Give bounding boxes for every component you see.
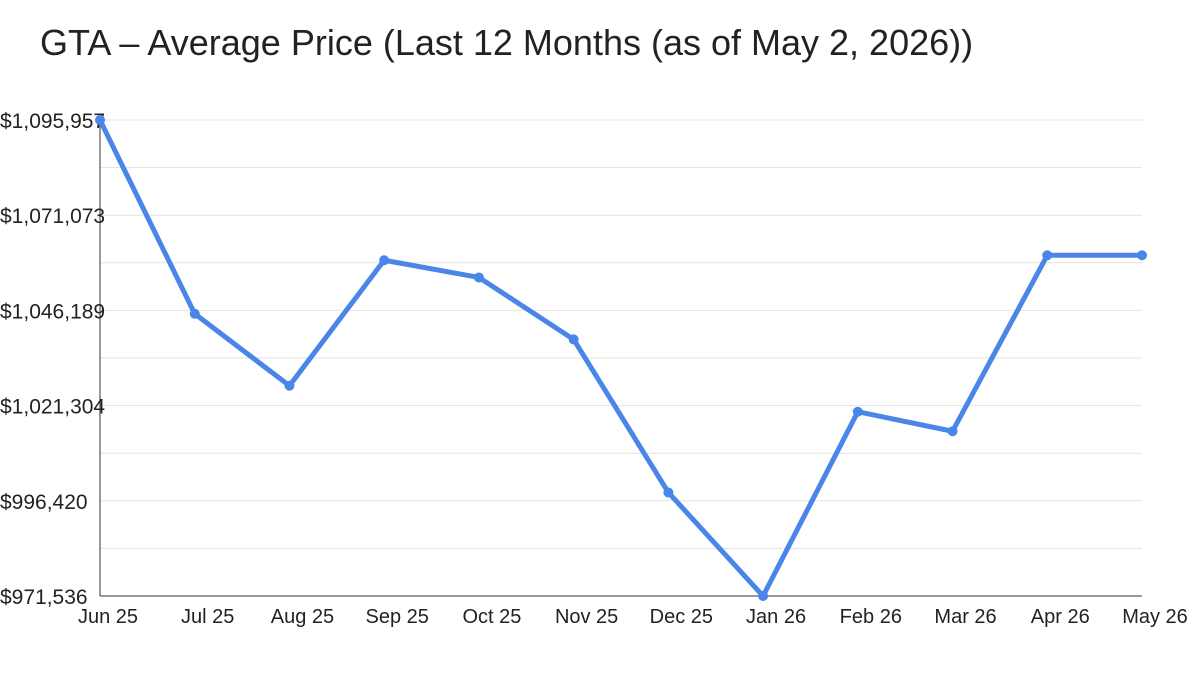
x-tick-label: Oct 25 — [462, 606, 521, 628]
axes — [99, 118, 1142, 597]
data-point — [473, 272, 484, 283]
data-point — [758, 591, 769, 601]
x-tick-labels: Jun 25 Jul 25 Aug 25 Sep 25 Oct 25 Nov 25 Dec … — [78, 606, 1188, 628]
data-point — [189, 308, 200, 319]
y-tick-label: $996,420 — [0, 491, 88, 514]
x-tick-label: Feb 26 — [840, 606, 902, 628]
data-point — [379, 255, 390, 266]
data-points — [95, 115, 1147, 601]
data-point — [1137, 250, 1147, 261]
x-tick-label: Jul 25 — [181, 606, 234, 628]
y-tick-label: $1,071,073 — [0, 205, 105, 228]
x-tick-label: Nov 25 — [555, 606, 618, 628]
y-tick-labels: $971,536 $996,420 $1,021,304 $1,046,189 $1,0… — [0, 110, 105, 609]
x-tick-label: Aug 25 — [271, 606, 334, 628]
x-tick-label: Mar 26 — [934, 606, 996, 628]
data-point — [947, 426, 958, 437]
y-tick-label: $971,536 — [0, 586, 88, 609]
x-tick-label: Jan 26 — [746, 606, 806, 628]
y-tick-label: $1,021,304 — [0, 396, 105, 419]
y-tick-label: $1,046,189 — [0, 300, 105, 323]
x-tick-label: Dec 25 — [650, 606, 713, 628]
y-tick-label: $1,095,957 — [0, 110, 105, 133]
series-price — [97, 117, 1145, 599]
chart-title: GTA – Average Price (Last 12 Months (as … — [40, 22, 974, 63]
data-point — [663, 487, 674, 498]
x-tick-label: May 26 — [1122, 606, 1188, 628]
data-point — [284, 380, 295, 391]
x-tick-label: Sep 25 — [365, 606, 428, 628]
data-point — [1042, 250, 1053, 261]
series-line — [97, 117, 1145, 599]
x-tick-label: Apr 26 — [1031, 606, 1090, 628]
data-point — [568, 334, 579, 345]
data-point — [95, 115, 105, 125]
data-point — [852, 406, 863, 417]
x-tick-label: Jun 25 — [78, 606, 138, 628]
gridlines — [100, 119, 1142, 549]
